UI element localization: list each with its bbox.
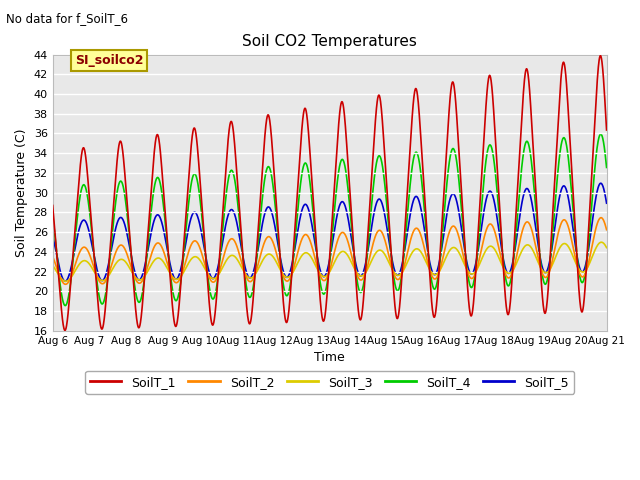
Text: SI_soilco2: SI_soilco2 [75, 54, 143, 67]
Y-axis label: Soil Temperature (C): Soil Temperature (C) [15, 129, 28, 257]
X-axis label: Time: Time [314, 351, 345, 364]
Title: Soil CO2 Temperatures: Soil CO2 Temperatures [242, 34, 417, 49]
Text: No data for f_SoilT_6: No data for f_SoilT_6 [6, 12, 129, 25]
Legend: SoilT_1, SoilT_2, SoilT_3, SoilT_4, SoilT_5: SoilT_1, SoilT_2, SoilT_3, SoilT_4, Soil… [85, 371, 574, 394]
